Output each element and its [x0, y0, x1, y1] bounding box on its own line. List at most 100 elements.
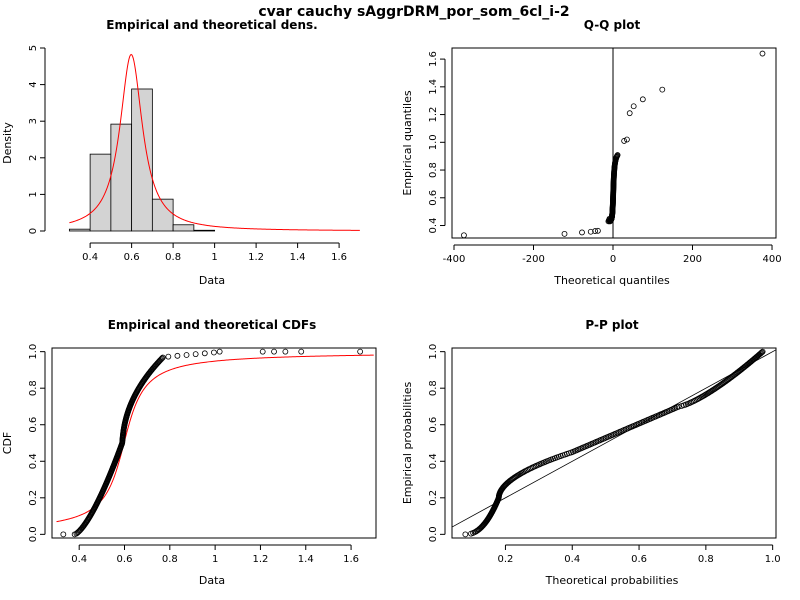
cdf-xlabel: Data [199, 574, 225, 587]
density-panel: Empirical and theoretical dens. Data Den… [1, 18, 360, 287]
cdf-y-tick-label: 0.0 [28, 526, 39, 542]
density-y-tick-label: 5 [28, 45, 39, 51]
pp-x-tick-label: 0.6 [631, 554, 647, 565]
qq-x-tick-label: 200 [683, 254, 702, 265]
pp-reference-line [451, 349, 777, 528]
pp-xlabel: Theoretical probabilities [545, 574, 679, 587]
qq-point [639, 96, 646, 103]
density-x-tick-label: 0.6 [124, 252, 140, 263]
qq-y-tick-label: 0.8 [428, 162, 439, 178]
cdf-x-tick-label: 1.6 [343, 554, 359, 565]
qq-x-tick-label: -400 [443, 254, 466, 265]
qq-point [614, 152, 621, 158]
density-x-tick-label: 1.4 [290, 252, 306, 263]
cdf-y-tick-label: 0.2 [28, 490, 39, 506]
pp-ylabel: Empirical probabilities [401, 382, 414, 505]
qq-y-tick-label: 1.6 [428, 51, 439, 67]
qq-point [592, 228, 599, 234]
qq-point [587, 228, 594, 235]
cdf-title: Empirical and theoretical CDFs [108, 318, 317, 332]
figure-title: cvar cauchy sAggrDRM_por_som_6cl_i-2 [258, 4, 569, 20]
cdf-point [159, 355, 165, 362]
cdf-point [357, 348, 364, 355]
qq-point [461, 232, 467, 239]
qq-point [624, 136, 630, 143]
qq-point [579, 229, 585, 236]
pp-x-tick-label: 1.0 [765, 554, 781, 565]
cdf-point [159, 354, 166, 361]
cdf-point [282, 348, 289, 355]
cdf-y-tick-label: 1.0 [28, 344, 39, 360]
qq-y-tick-label: 1.0 [428, 134, 439, 150]
cdf-x-tick-label: 1.2 [252, 554, 268, 565]
qq-x-tick-label: 400 [762, 254, 781, 265]
histogram-bar [193, 229, 216, 232]
density-xlabel: Data [199, 274, 225, 287]
cdf-point [165, 353, 172, 360]
cdf-point [183, 352, 190, 358]
histogram-bar [68, 228, 91, 232]
pp-x-tick-label: 0.8 [698, 554, 714, 565]
qq-point [659, 86, 666, 93]
pp-y-tick-label: 0.4 [428, 453, 439, 469]
histogram-bar [172, 224, 195, 232]
cdf-y-tick-label: 0.6 [28, 417, 39, 433]
cdf-point [60, 531, 67, 538]
cdf-x-tick-label: 0.6 [117, 554, 133, 565]
pp-point [759, 348, 766, 355]
pp-y-tick-label: 0.6 [428, 417, 439, 433]
density-x-tick-label: 1.6 [331, 252, 347, 263]
cdf-x-tick-label: 1 [212, 554, 218, 565]
pp-panel: P-P plot Theoretical probabilities Empir… [401, 318, 781, 587]
density-y-tick-label: 3 [28, 118, 39, 124]
qq-xlabel: Theoretical quantiles [553, 274, 670, 287]
qq-y-tick-label: 0.4 [428, 218, 439, 234]
cdf-point [201, 350, 208, 357]
density-title: Empirical and theoretical dens. [106, 18, 317, 32]
qq-point [621, 138, 628, 144]
pp-point [758, 349, 765, 356]
qq-plot-frame [451, 47, 777, 239]
pp-x-tick-label: 0.4 [564, 554, 580, 565]
cdf-point [174, 352, 181, 359]
theoretical-density-curve [69, 53, 360, 231]
cdf-point [298, 348, 305, 355]
density-x-tick-label: 0.8 [165, 252, 181, 263]
cdf-plot-frame [51, 347, 377, 539]
qq-point [561, 230, 568, 237]
histogram-bar [151, 198, 174, 232]
density-x-tick-label: 0.4 [82, 252, 98, 263]
cdf-y-tick-label: 0.8 [28, 380, 39, 396]
pp-point [758, 350, 764, 356]
pp-y-tick-label: 0.2 [428, 490, 439, 506]
density-y-tick-label: 0 [28, 228, 39, 234]
cdf-y-tick-label: 0.4 [28, 453, 39, 469]
cdf-point [211, 349, 217, 356]
density-y-tick-label: 4 [28, 81, 39, 87]
pp-x-tick-label: 0.2 [497, 554, 513, 565]
pp-point [462, 531, 469, 538]
cdf-ylabel: CDF [1, 432, 14, 454]
density-y-tick-label: 1 [28, 191, 39, 197]
density-ylabel: Density [1, 122, 14, 164]
density-x-tick-label: 1 [211, 252, 217, 263]
qq-x-tick-label: -200 [522, 254, 545, 265]
qq-y-tick-label: 1.2 [428, 107, 439, 123]
cdf-point [192, 351, 199, 358]
qq-x-tick-label: 0 [610, 254, 616, 265]
cdf-panel: Empirical and theoretical CDFs Data CDF … [1, 318, 377, 587]
qq-point [630, 103, 637, 110]
qq-point [594, 227, 601, 234]
density-x-tick-label: 1.2 [248, 252, 264, 263]
pp-title: P-P plot [585, 318, 638, 332]
pp-y-tick-label: 0.8 [428, 380, 439, 396]
pp-plot-frame [451, 347, 777, 539]
histogram-bar [110, 123, 133, 232]
histogram-bar [131, 88, 153, 232]
qq-y-tick-label: 0.6 [428, 190, 439, 206]
cdf-x-tick-label: 0.4 [71, 554, 87, 565]
qq-ylabel: Empirical quantiles [401, 90, 414, 195]
cdf-x-tick-label: 1.4 [298, 554, 314, 565]
pp-point [675, 403, 682, 410]
